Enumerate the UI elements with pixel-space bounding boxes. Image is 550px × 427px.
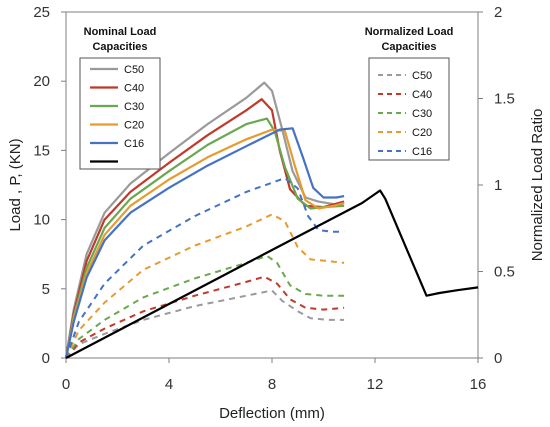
series-line-c40-normalized [65, 275, 345, 359]
x-axis-title: Deflection (mm) [219, 405, 325, 422]
y2-tick-label: 1.5 [494, 91, 515, 108]
legend-label: C20 [124, 120, 144, 132]
y2-tick-label: 1 [494, 177, 502, 194]
legend-normalized-box [368, 57, 450, 161]
x-tick-label: 12 [367, 376, 384, 393]
legend-nominal-items: C50 C40 C30 C20 C16 [90, 64, 144, 163]
legend-normalized: Normalized Load Capacities C50C40C30C20C… [365, 26, 454, 161]
series-line-c20-normalized [65, 213, 345, 359]
x-tick-label: 16 [470, 376, 487, 393]
legend-label: C16 [412, 146, 432, 158]
legend-label: C30 [412, 108, 432, 120]
legend-label: C40 [124, 83, 144, 95]
legend-normalized-title: Capacities [381, 41, 436, 53]
y-tick-labels: 0 5 10 15 20 25 [33, 4, 50, 367]
x-tick-label: 8 [268, 376, 276, 393]
y2-tick-labels: 0 0.5 1 1.5 2 [494, 4, 515, 367]
series-line-reference-nominal [65, 189, 479, 359]
legend-nominal-title: Capacities [92, 41, 147, 53]
x-tick-label: 4 [165, 376, 173, 393]
legend-label: C20 [412, 127, 432, 139]
x-tick-labels: 0 4 8 12 16 [62, 376, 487, 393]
y-tick-label: 15 [33, 142, 50, 159]
y-tick-label: 5 [42, 281, 50, 298]
y-tick-label: 0 [42, 350, 50, 367]
legend-nominal-title: Nominal Load [84, 26, 157, 38]
legend-nominal: Nominal Load Capacities C50 C40 C30 C20 C16 [79, 26, 161, 170]
y-axis-title: Load , P, (KN) [7, 138, 24, 231]
y-tick-label: 25 [33, 4, 50, 21]
y2-axis-title: Normalized Load Ratio [529, 109, 546, 262]
legend-label: C50 [124, 64, 144, 76]
legend-nominal-box [79, 57, 161, 170]
series-line-c20-nominal [64, 128, 345, 359]
y2-tick-label: 0.5 [494, 264, 515, 281]
x-tick-label: 0 [62, 376, 70, 393]
tick-marks [61, 11, 483, 363]
series-line-c30-nominal [64, 117, 345, 359]
y-tick-label: 10 [33, 212, 50, 229]
legend-label: C30 [124, 101, 144, 113]
series-line-c30-normalized [65, 254, 345, 359]
y2-tick-label: 0 [494, 350, 502, 367]
legend-normalized-title: Normalized Load [365, 26, 454, 38]
legend-label: C16 [124, 138, 144, 150]
legend-label: C40 [412, 89, 432, 101]
series-line-c16-normalized [65, 177, 345, 359]
series-line-c16-nominal [64, 127, 345, 359]
legend-normalized-items: C50 C40 C30 C20 C16 [378, 70, 432, 158]
series-group [64, 81, 479, 359]
legend-label: C50 [412, 70, 432, 82]
y2-tick-label: 2 [494, 4, 502, 21]
y-tick-label: 20 [33, 73, 50, 90]
